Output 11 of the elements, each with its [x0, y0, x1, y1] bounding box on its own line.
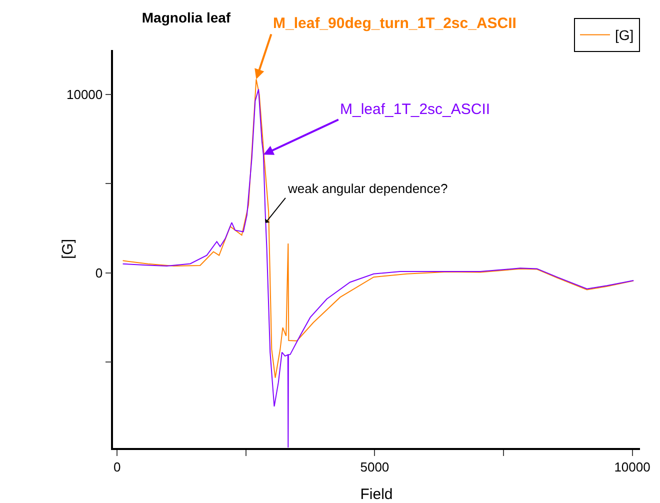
x-tick-label: 5000: [360, 459, 390, 474]
annotation: weak angular dependence?: [287, 181, 448, 196]
chart-title: Magnolia leaf: [142, 9, 231, 26]
x-axis-title: Field: [360, 486, 393, 503]
x-tick-label: 10000: [614, 459, 650, 474]
y-axis-title: [G]: [60, 238, 76, 260]
annotation: M_leaf_90deg_turn_1T_2sc_ASCII: [273, 15, 516, 32]
x-tick-label: 0: [114, 459, 121, 474]
legend-label: [G]: [615, 27, 634, 44]
annotation: M_leaf_1T_2sc_ASCII: [340, 101, 490, 118]
line-series: [122, 88, 634, 448]
